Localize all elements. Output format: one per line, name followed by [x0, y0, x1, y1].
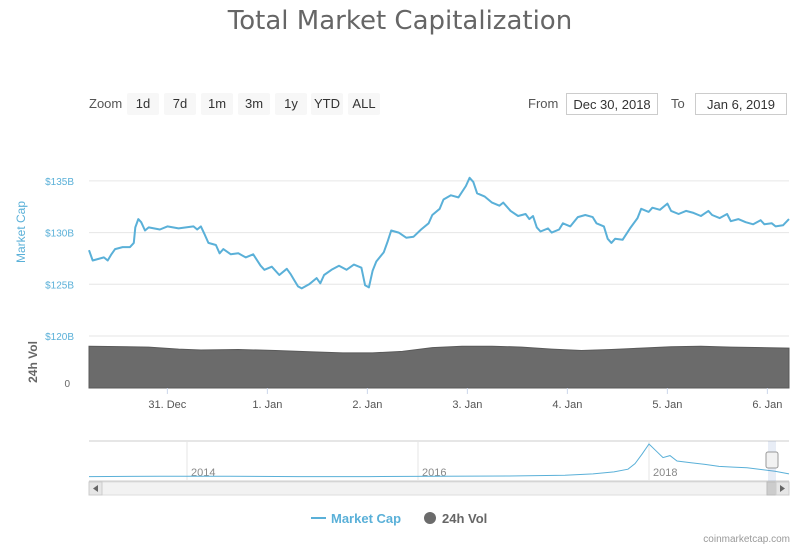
- legend-volume-label[interactable]: 24h Vol: [442, 511, 487, 526]
- zoom-label: Zoom: [89, 96, 123, 111]
- zoom-1m-button[interactable]: 1m: [201, 93, 233, 115]
- x-tick-label-1: 1. Jan: [252, 399, 282, 411]
- y-tick-label-cap-0: $135B: [45, 177, 74, 188]
- navigator-year-label-0: 2014: [191, 467, 215, 479]
- navigator-year-label-1: 2016: [422, 467, 446, 479]
- x-tick-label-0: 31. Dec: [148, 399, 186, 411]
- range-to-input[interactable]: Jan 6, 2019: [695, 93, 787, 115]
- zoom-1d-button[interactable]: 1d: [127, 93, 159, 115]
- range-from-input[interactable]: Dec 30, 2018: [566, 93, 658, 115]
- zoom-ytd-button[interactable]: YTD: [311, 93, 343, 115]
- y-axis-title-volume: 24h Vol: [26, 341, 40, 383]
- y-tick-label-cap-2: $125B: [45, 280, 74, 291]
- chevron-right-icon: [780, 485, 785, 492]
- x-tick-label-4: 4. Jan: [552, 399, 582, 411]
- y-tick-label-cap-3: $120B: [45, 332, 74, 343]
- volume-area[interactable]: [88, 345, 790, 389]
- zoom-1y-button[interactable]: 1y: [275, 93, 307, 115]
- credit-link[interactable]: coinmarketcap.com: [703, 534, 790, 545]
- x-tick-label-3: 3. Jan: [452, 399, 482, 411]
- scrollbar-thumb[interactable]: [766, 481, 777, 496]
- navigator-year-label-2: 2018: [653, 467, 677, 479]
- x-tick-label-6: 6. Jan: [752, 399, 782, 411]
- zoom-7d-button[interactable]: 7d: [164, 93, 196, 115]
- chevron-left-icon: [93, 485, 98, 492]
- range-from-label: From: [528, 96, 559, 111]
- range-to-label: To: [671, 96, 685, 111]
- navigator-handle[interactable]: [765, 451, 779, 469]
- x-tick-label-5: 5. Jan: [652, 399, 682, 411]
- zoom-all-button[interactable]: ALL: [348, 93, 380, 115]
- y-axis-title-market-cap: Market Cap: [14, 201, 28, 263]
- scrollbar-track[interactable]: [88, 481, 790, 496]
- navigator-series-line: [88, 443, 790, 478]
- legend-market-cap-label[interactable]: Market Cap: [331, 511, 401, 526]
- market-cap-line[interactable]: [88, 176, 790, 290]
- chart-title: Total Market Capitalization: [227, 6, 573, 36]
- x-tick-label-2: 2. Jan: [352, 399, 382, 411]
- y-tick-label-volume-0: 0: [64, 379, 70, 390]
- legend-volume-marker[interactable]: [424, 512, 436, 524]
- zoom-3m-button[interactable]: 3m: [238, 93, 270, 115]
- y-tick-label-cap-1: $130B: [45, 229, 74, 240]
